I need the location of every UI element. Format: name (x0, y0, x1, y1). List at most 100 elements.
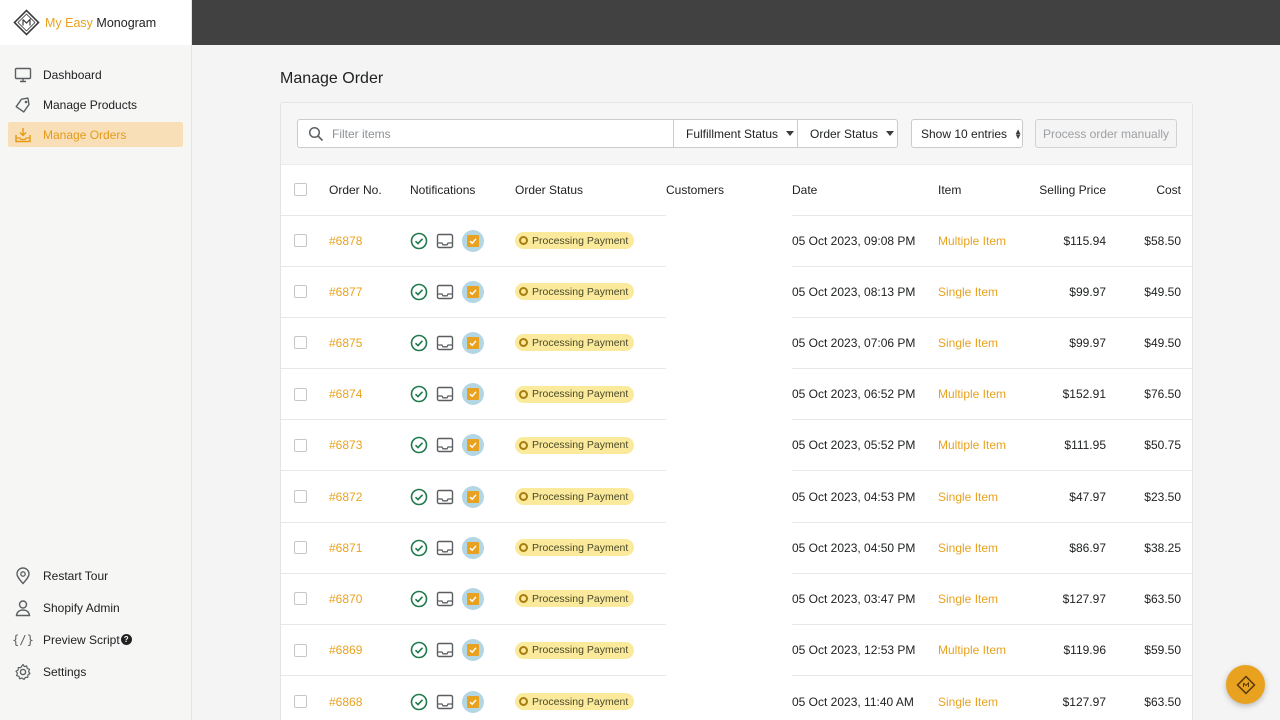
order-number-link[interactable]: #6875 (329, 335, 363, 350)
order-status-cell: Processing Payment (515, 572, 666, 625)
approved-checkbox-icon (462, 383, 484, 406)
item-link[interactable]: Single Item (938, 694, 999, 709)
row-checkbox[interactable] (294, 387, 307, 401)
notifications-cell (410, 572, 515, 625)
order-number-link[interactable]: #6871 (329, 540, 363, 555)
row-checkbox[interactable] (294, 490, 307, 504)
table-row[interactable]: #6873 Processing Payment 05 Oct 2023, 05:5… (281, 419, 1192, 471)
item-link[interactable]: Single Item (938, 489, 999, 504)
table-row[interactable]: #6878 Processing Payment 05 Oct 2023, 09:0… (281, 214, 1192, 267)
brand[interactable]: My Easy Monogram (0, 0, 191, 45)
sidebar-item-settings[interactable]: Settings (8, 659, 184, 684)
sidebar-item-shopify-admin[interactable]: Shopify Admin (8, 595, 184, 620)
row-checkbox[interactable] (294, 592, 307, 606)
col-order-no[interactable]: Order No. (329, 182, 382, 197)
row-checkbox[interactable] (294, 695, 307, 709)
row-checkbox[interactable] (294, 438, 307, 452)
customers-cell (666, 420, 792, 471)
item-link[interactable]: Single Item (938, 540, 999, 555)
table-row[interactable]: #6869 Processing Payment 05 Oct 2023, 12:5… (281, 623, 1192, 676)
row-select-cell (281, 675, 329, 720)
process-order-manually-button[interactable]: Process order manually (1035, 119, 1177, 148)
inbox-icon (436, 436, 454, 454)
order-number-link[interactable]: #6868 (329, 694, 363, 709)
item-link[interactable]: Multiple Item (938, 233, 1007, 248)
item-link[interactable]: Single Item (938, 284, 999, 299)
orders-card: Fulfillment Status Order Status Show 10 … (280, 102, 1193, 720)
search-icon (308, 126, 324, 142)
table-row[interactable]: #6871 Processing Payment 05 Oct 2023, 04:5… (281, 521, 1192, 574)
status-badge: Processing Payment (515, 590, 635, 608)
main-nav: Dashboard Manage Products Manage Orders (0, 45, 191, 147)
table-row[interactable]: #6868 Processing Payment 05 Oct 2023, 11:4… (281, 675, 1192, 720)
row-checkbox[interactable] (294, 643, 307, 657)
order-number-link[interactable]: #6874 (329, 387, 363, 402)
row-checkbox[interactable] (294, 234, 307, 248)
order-number-link[interactable]: #6877 (329, 284, 363, 299)
caret-down-icon (886, 131, 895, 136)
sidebar-item-manage-products[interactable]: Manage Products (8, 92, 183, 117)
selling-price-cell: $152.91 (1031, 368, 1106, 420)
table-row[interactable]: #6874 Processing Payment 05 Oct 2023, 06:5… (281, 368, 1192, 420)
page-title: Manage Order (280, 70, 384, 87)
approved-checkbox-icon (462, 280, 484, 303)
item-link[interactable]: Single Item (938, 591, 999, 606)
sidebar-item-dashboard[interactable]: Dashboard (8, 62, 183, 87)
order-number-link[interactable]: #6869 (329, 643, 363, 658)
order-number-link[interactable]: #6878 (329, 233, 363, 248)
help-icon[interactable]: ? (120, 634, 132, 645)
order-no-cell: #6877 (329, 265, 410, 318)
monogram-diamond-icon (1235, 674, 1256, 695)
cost-cell: $23.50 (1106, 470, 1192, 523)
approved-checkbox-icon (462, 229, 484, 252)
col-cost[interactable]: Cost (1156, 182, 1181, 197)
row-checkbox[interactable] (294, 285, 307, 299)
sidebar-item-preview-script[interactable]: {/} Preview Script ? (8, 627, 184, 652)
inbox-icon (436, 539, 454, 557)
inbox-icon (436, 385, 454, 403)
date-cell: 05 Oct 2023, 04:50 PM (792, 521, 938, 574)
search-box[interactable] (297, 119, 674, 148)
table-row[interactable]: #6870 Processing Payment 05 Oct 2023, 03:4… (281, 572, 1192, 625)
brand-name-accent: My Easy (45, 15, 93, 30)
search-input[interactable] (332, 126, 652, 141)
item-link[interactable]: Multiple Item (938, 438, 1007, 453)
select-all-checkbox[interactable] (294, 183, 307, 197)
status-badge: Processing Payment (515, 232, 635, 250)
col-selling-price[interactable]: Selling Price (1039, 182, 1106, 197)
row-checkbox[interactable] (294, 541, 307, 555)
order-number-link[interactable]: #6870 (329, 591, 363, 606)
customers-cell (666, 369, 792, 420)
sidebar-item-restart-tour[interactable]: Restart Tour (8, 563, 184, 588)
status-badge: Processing Payment (515, 385, 635, 403)
table-row[interactable]: #6877 Processing Payment 05 Oct 2023, 08:1… (281, 265, 1192, 318)
col-date[interactable]: Date (792, 182, 818, 197)
sort-arrows-icon: ▲ ▼ (1014, 126, 1022, 141)
fulfillment-status-dropdown[interactable]: Fulfillment Status (673, 119, 798, 148)
support-fab-button[interactable] (1226, 665, 1265, 704)
item-link[interactable]: Multiple Item (938, 387, 1007, 402)
notifications-cell (410, 368, 515, 420)
brand-name: My Easy Monogram (45, 16, 156, 30)
sidebar-item-manage-orders[interactable]: Manage Orders (8, 122, 183, 147)
table-row[interactable]: #6872 Processing Payment 05 Oct 2023, 04:5… (281, 470, 1192, 523)
row-checkbox[interactable] (294, 336, 307, 350)
table-row[interactable]: #6875 Processing Payment 05 Oct 2023, 07:0… (281, 316, 1192, 369)
customers-cell (666, 215, 792, 266)
caret-down-icon (786, 131, 795, 136)
sidebar-item-label: Manage Orders (43, 127, 127, 142)
cost-cell: $76.50 (1106, 368, 1192, 420)
date-cell: 05 Oct 2023, 07:06 PM (792, 316, 938, 369)
order-number-link[interactable]: #6872 (329, 489, 363, 504)
status-ring-icon (519, 236, 528, 246)
order-no-cell: #6868 (329, 675, 410, 720)
row-select-cell (281, 623, 329, 676)
item-link[interactable]: Single Item (938, 335, 999, 350)
date-cell: 05 Oct 2023, 04:53 PM (792, 470, 938, 523)
show-entries-select[interactable]: Show 10 entries ▲ ▼ (911, 119, 1023, 148)
order-number-link[interactable]: #6873 (329, 438, 363, 453)
status-badge-label: Processing Payment (532, 490, 629, 503)
sidebar-item-label: Manage Products (43, 97, 138, 112)
item-link[interactable]: Multiple Item (938, 643, 1007, 658)
order-status-dropdown[interactable]: Order Status (797, 119, 898, 148)
